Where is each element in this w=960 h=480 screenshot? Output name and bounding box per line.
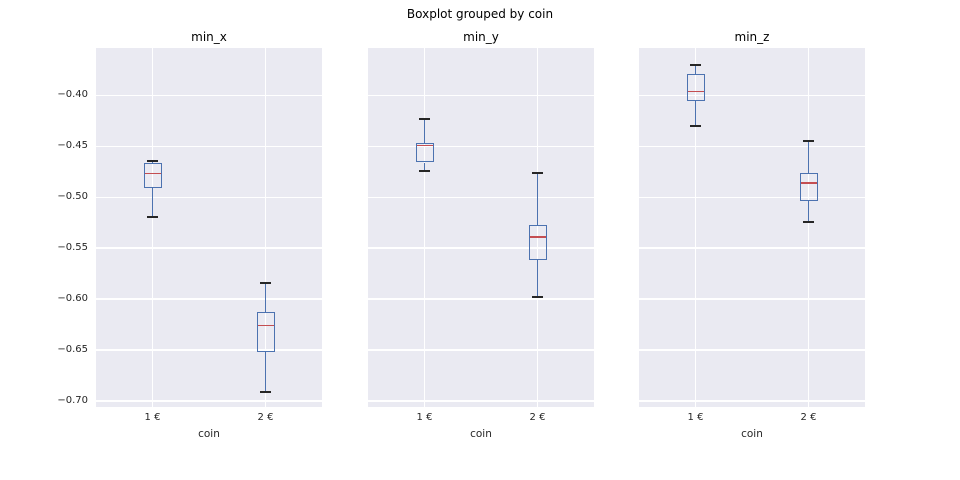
x-axis-label-min_x: coin	[198, 428, 220, 440]
x-tick-label: 1 €	[416, 412, 433, 423]
whisker-cap-lower	[532, 296, 543, 298]
box-min_y-1	[415, 143, 434, 163]
box-min_x-1	[143, 162, 162, 189]
gridline-h	[96, 400, 322, 402]
y-tick-label: −0.70	[57, 394, 88, 406]
axes-min_x	[96, 47, 322, 407]
y-tick-label: −0.55	[57, 242, 88, 254]
gridline-h	[368, 298, 594, 300]
median-line	[416, 144, 433, 146]
subplot-title-min_y: min_y	[463, 30, 499, 44]
whisker-upper	[808, 141, 809, 173]
whisker-lower	[152, 188, 153, 217]
gridline-h	[368, 400, 594, 402]
gridline-h	[639, 400, 865, 402]
gridline-h	[368, 94, 594, 97]
gridline-h	[96, 94, 322, 97]
subplot-title-min_x: min_x	[191, 30, 227, 44]
box-min_z-2	[799, 172, 818, 202]
whisker-lower	[808, 201, 809, 222]
whisker-lower	[537, 260, 538, 297]
whisker-upper	[695, 64, 696, 74]
gridline-v	[151, 47, 154, 407]
x-axis-label-min_y: coin	[470, 428, 492, 440]
whisker-upper	[152, 160, 153, 163]
gridline-h	[96, 196, 322, 198]
median-line	[687, 90, 704, 92]
gridline-h	[368, 247, 594, 249]
x-tick-label: 2 €	[529, 412, 546, 423]
y-tick-label: −0.50	[57, 191, 88, 203]
gridline-h	[96, 247, 322, 249]
median-line	[529, 236, 546, 238]
whisker-cap-lower	[690, 124, 701, 127]
whisker-lower	[424, 162, 425, 171]
gridline-h	[639, 247, 865, 249]
y-tick-label: −0.60	[57, 293, 88, 304]
gridline-v	[536, 47, 539, 407]
whisker-cap-lower	[803, 220, 814, 223]
x-tick-label: 1 €	[687, 412, 704, 423]
subplot-title-min_z: min_z	[734, 30, 770, 44]
box-min_x-2	[256, 312, 275, 352]
gridline-h	[96, 145, 322, 147]
gridline-h	[96, 349, 322, 351]
whisker-cap-upper	[690, 63, 701, 66]
gridline-h	[639, 145, 865, 147]
whisker-cap-upper	[803, 140, 814, 143]
whisker-cap-upper	[260, 281, 271, 284]
axes-min_y	[368, 47, 594, 407]
median-line	[800, 182, 817, 184]
x-tick-label: 1 €	[144, 412, 161, 423]
y-tick-label: −0.40	[57, 89, 88, 101]
x-axis-label-min_z: coin	[741, 428, 763, 440]
gridline-h	[368, 349, 594, 351]
gridline-h	[639, 94, 865, 97]
whisker-lower	[695, 100, 696, 126]
gridline-v	[264, 47, 267, 407]
whisker-cap-lower	[260, 390, 271, 393]
x-tick-label: 2 €	[257, 412, 274, 423]
whisker-cap-lower	[419, 169, 430, 172]
median-line	[257, 324, 274, 327]
whisker-cap-upper	[147, 159, 158, 162]
whisker-cap-upper	[419, 117, 430, 120]
gridline-h	[639, 349, 865, 351]
whisker-upper	[265, 282, 266, 313]
axes-min_z	[639, 47, 865, 407]
whisker-lower	[265, 352, 266, 392]
whisker-upper	[424, 118, 425, 144]
whisker-cap-upper	[532, 171, 543, 174]
x-tick-label: 2 €	[800, 412, 817, 423]
whisker-cap-lower	[147, 215, 158, 218]
median-line	[144, 173, 161, 175]
gridline-h	[639, 196, 865, 198]
gridline-h	[639, 298, 865, 300]
box-min_y-2	[528, 224, 547, 261]
gridline-h	[368, 145, 594, 147]
y-tick-label: −0.45	[57, 140, 88, 152]
figure-title: Boxplot grouped by coin	[406, 7, 554, 21]
gridline-h	[96, 298, 322, 300]
gridline-v	[423, 47, 426, 407]
whisker-upper	[537, 172, 538, 225]
gridline-v	[694, 47, 697, 407]
gridline-v	[807, 47, 810, 407]
gridline-h	[368, 196, 594, 198]
y-tick-label: −0.65	[57, 344, 88, 355]
box-min_z-1	[686, 74, 705, 101]
